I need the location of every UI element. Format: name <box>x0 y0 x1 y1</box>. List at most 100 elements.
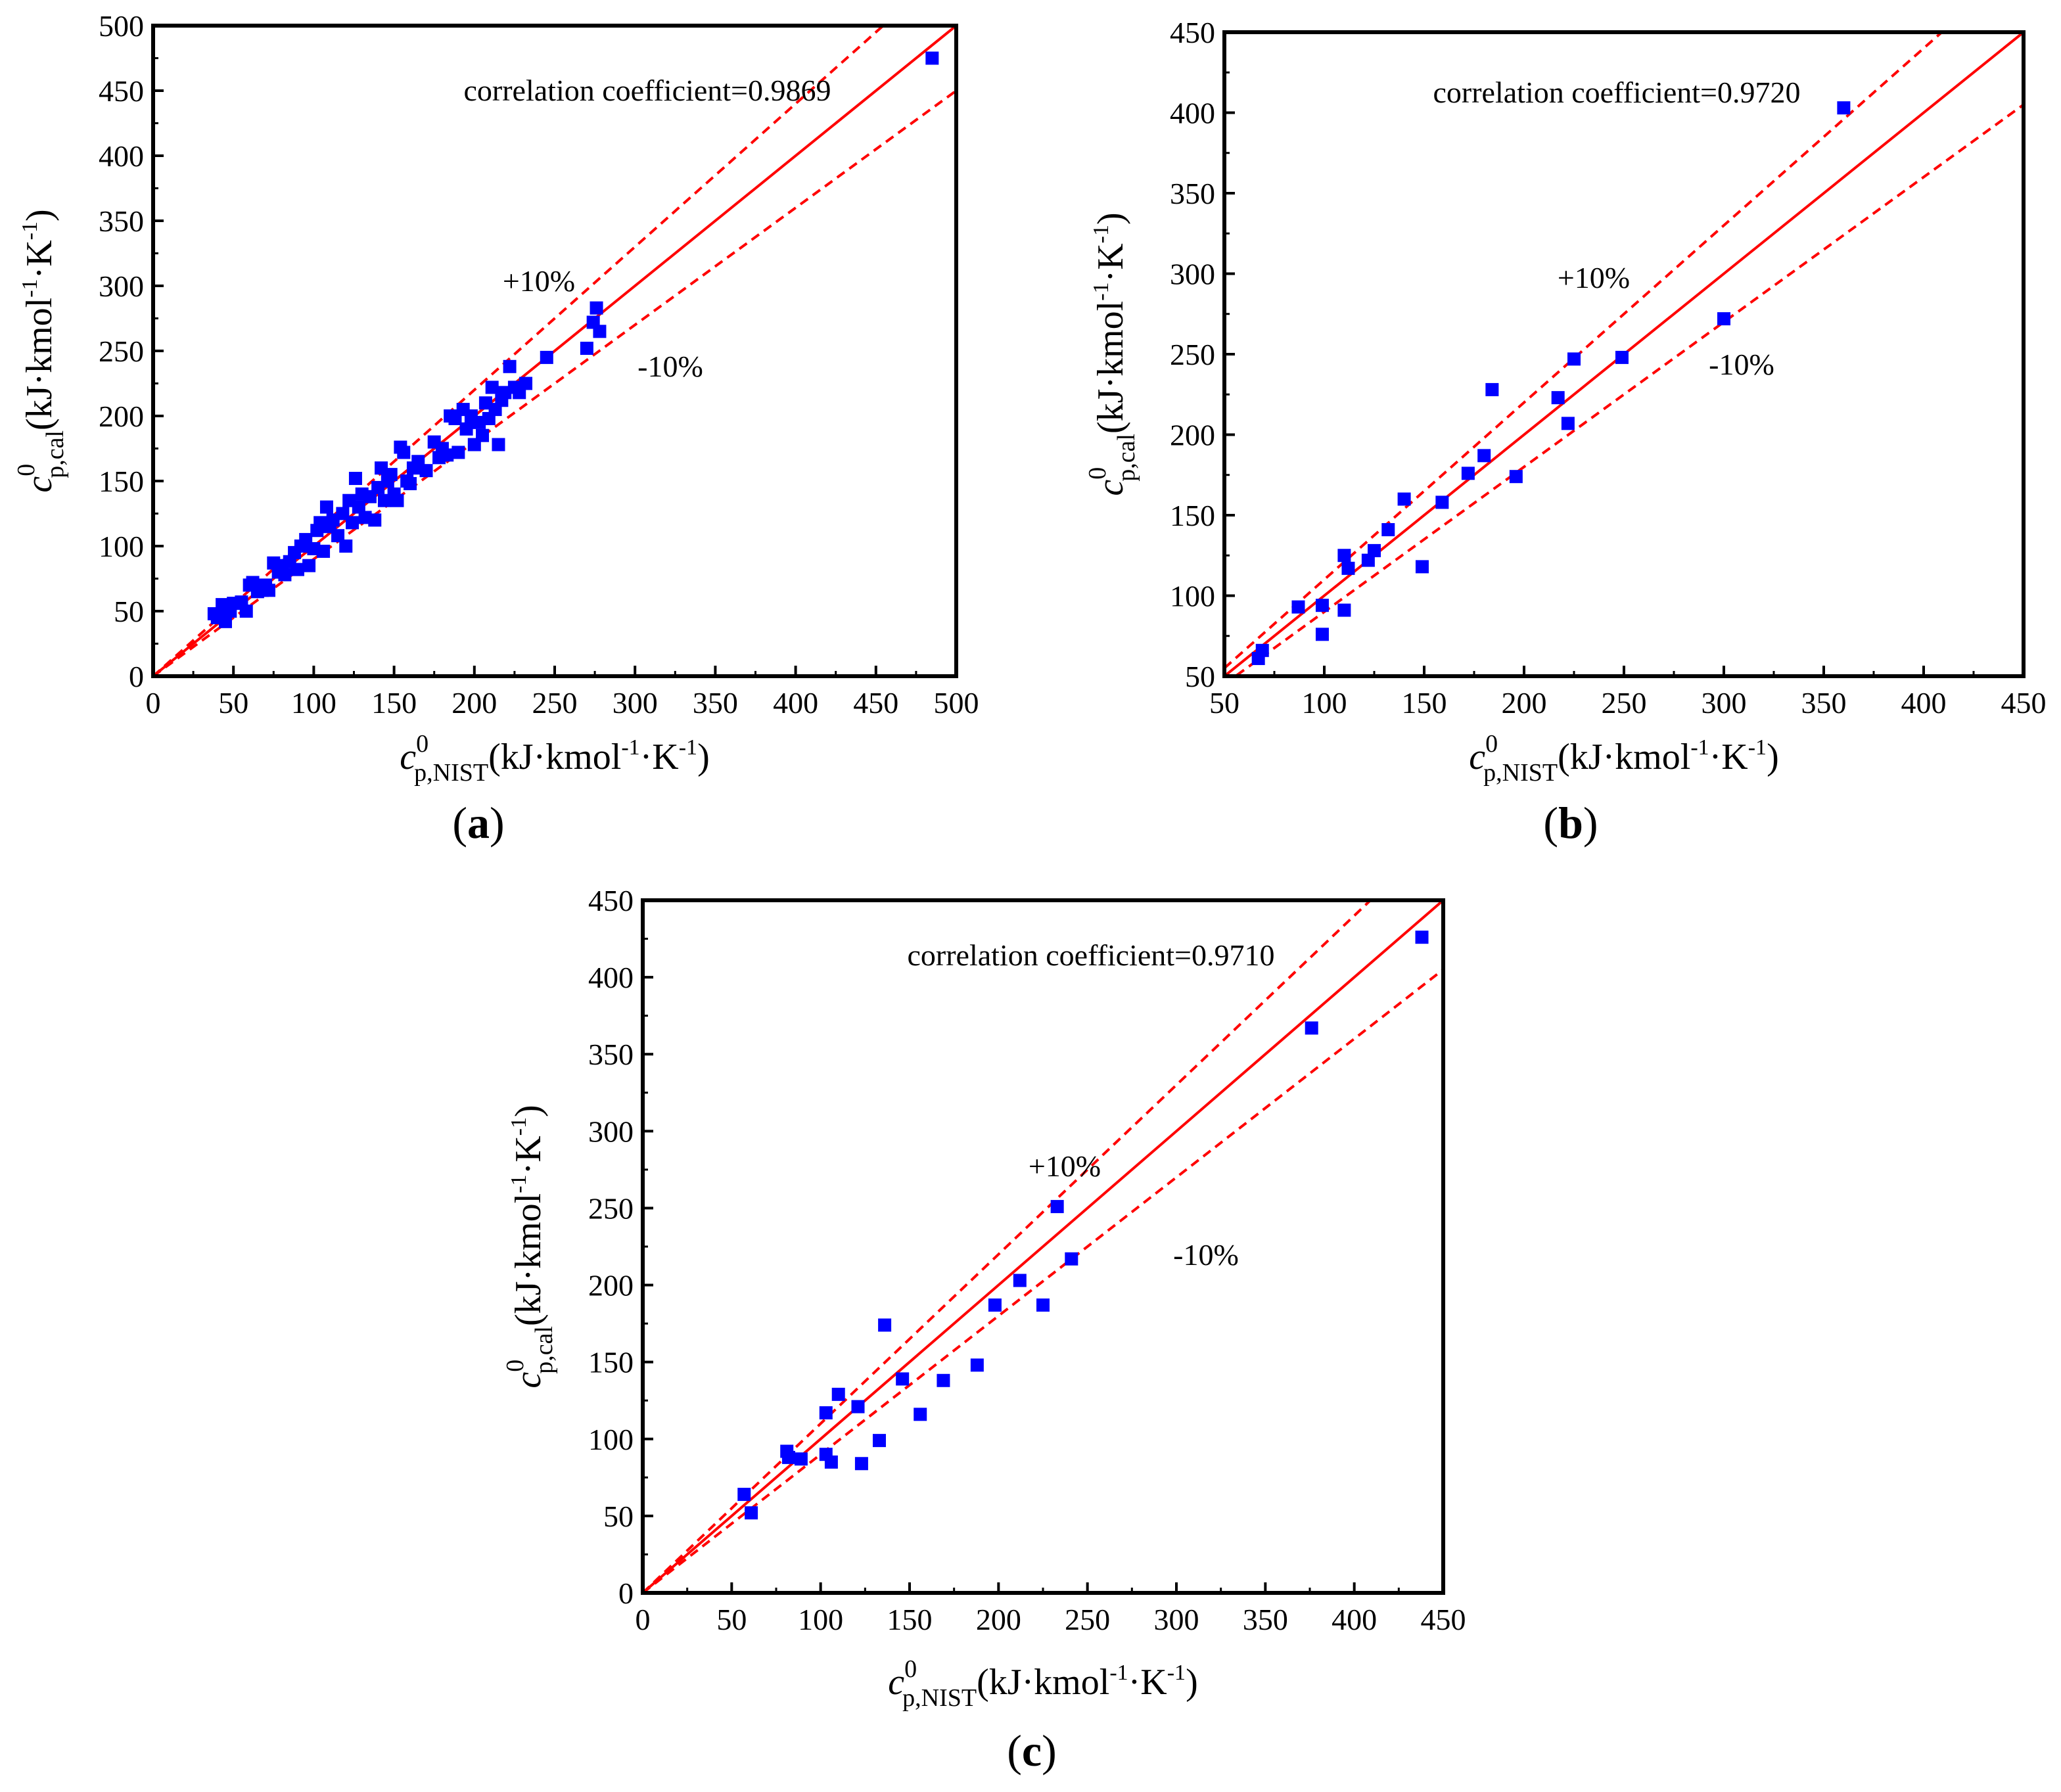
panel-label: (a) <box>452 798 504 848</box>
x-label-units-sup: -1 <box>679 735 697 760</box>
data-point <box>1291 600 1305 614</box>
data-point <box>331 529 345 543</box>
x-tick-label: 300 <box>1702 686 1747 720</box>
y-tick-label: 400 <box>99 139 144 173</box>
x-tick-label: 200 <box>976 1603 1021 1636</box>
chart-panel-a: 0 50 100 150 200 250 300 350 400 450 500 0 50 100 150 2… <box>12 9 979 848</box>
data-point <box>384 468 398 482</box>
x-label-units-mid: ·K <box>1128 1662 1167 1703</box>
minus-10-label: -10% <box>1709 348 1774 381</box>
data-point <box>1337 603 1351 617</box>
x-tick-label: 0 <box>636 1603 651 1636</box>
data-point <box>1561 417 1575 430</box>
y-label-symbol: c <box>1090 480 1131 496</box>
y-label-units-sup: -1 <box>1089 225 1113 243</box>
data-point <box>1315 599 1329 612</box>
correlation-annotation: correlation coefficient=0.9710 <box>908 938 1275 972</box>
data-point <box>440 448 454 462</box>
minus-10-percent-line <box>1233 103 2024 676</box>
data-point <box>390 494 404 507</box>
y-axis-label: c0p,cal(kJ·kmol-1·K-1) <box>1084 212 1140 495</box>
data-point <box>368 513 382 527</box>
y-label-units-mid: ·K <box>19 240 60 279</box>
data-point <box>1415 930 1429 944</box>
data-point <box>492 438 505 451</box>
data-point <box>590 301 603 315</box>
x-tick-label: 100 <box>798 1603 843 1636</box>
panel-label-close: ) <box>490 798 505 848</box>
data-point <box>745 1506 758 1520</box>
chart-panel-b: 50 100 150 200 250 300 350 400 450 50 100 150 200 250… <box>1084 16 2047 848</box>
axis-ticks: 0 50 100 150 200 250 300 350 400 450 500 0 50 100 150 2… <box>99 9 979 720</box>
data-point <box>1315 628 1329 641</box>
x-label-sub: p,NIST <box>902 1684 977 1712</box>
x-label-units-end: ) <box>697 737 710 777</box>
data-point <box>914 1408 927 1421</box>
data-point <box>218 614 232 628</box>
y-tick-label: 100 <box>1170 580 1215 613</box>
y-tick-label: 50 <box>1185 660 1215 693</box>
data-point <box>1368 543 1381 557</box>
data-point <box>352 500 365 514</box>
y-tick-label: 350 <box>1170 177 1215 210</box>
y-label-symbol: c <box>508 1372 549 1389</box>
y-label-units-end: ) <box>19 209 60 221</box>
data-point <box>794 1452 808 1466</box>
y-tick-label: 400 <box>1170 97 1215 130</box>
scatter-points <box>737 930 1429 1520</box>
x-label-sup: 0 <box>904 1655 917 1683</box>
x-tick-label: 350 <box>693 686 738 720</box>
y-tick-label: 0 <box>129 660 144 693</box>
x-label-units-mid: ·K <box>1709 737 1748 777</box>
x-tick-label: 250 <box>1065 1603 1110 1636</box>
data-point <box>317 544 331 558</box>
data-point <box>262 584 275 597</box>
reference-lines <box>643 900 1443 1593</box>
y-tick-label: 350 <box>99 204 144 238</box>
y-tick-label: 100 <box>99 530 144 563</box>
x-tick-label: 450 <box>2001 686 2047 720</box>
x-tick-label: 300 <box>613 686 658 720</box>
y-tick-label: 250 <box>588 1191 634 1225</box>
panel-label-letter: b <box>1558 798 1583 848</box>
y-tick-label: 450 <box>1170 16 1215 49</box>
parity-line <box>643 900 1443 1593</box>
y-tick-label: 200 <box>99 400 144 433</box>
data-point <box>781 1450 795 1464</box>
data-point <box>1477 449 1491 463</box>
x-label-units: (kJ·kmol <box>1558 737 1690 777</box>
x-tick-label: 100 <box>1302 686 1347 720</box>
x-label-units-sup: -1 <box>1109 1661 1128 1685</box>
y-tick-label: 300 <box>99 269 144 303</box>
data-point <box>1615 350 1629 364</box>
plus-10-label: +10% <box>1029 1149 1101 1183</box>
y-label-units-mid: ·K <box>508 1136 549 1174</box>
scatter-points <box>207 51 939 628</box>
data-point <box>1567 352 1581 366</box>
y-tick-label: 450 <box>588 884 634 917</box>
data-point <box>346 516 359 530</box>
panel-label-open: ( <box>1543 798 1558 848</box>
parity-line <box>153 26 956 676</box>
data-point <box>988 1298 1002 1312</box>
minus-10-percent-line <box>643 967 1443 1593</box>
data-point <box>824 1455 838 1469</box>
data-point <box>1337 549 1351 563</box>
x-tick-label: 150 <box>1402 686 1447 720</box>
panel-label: (b) <box>1543 798 1598 848</box>
x-tick-label: 400 <box>1901 686 1947 720</box>
x-label-units-sup: -1 <box>1167 1661 1186 1685</box>
y-tick-label: 150 <box>99 465 144 498</box>
x-label-symbol: c <box>400 737 416 777</box>
y-tick-label: 250 <box>99 334 144 368</box>
data-point <box>404 476 417 490</box>
data-point <box>1341 561 1355 575</box>
data-point <box>348 472 362 486</box>
data-point <box>831 1387 845 1401</box>
data-point <box>1305 1021 1318 1035</box>
y-label-sub: p,cal <box>530 1326 558 1374</box>
x-label-units-end: ) <box>1767 737 1779 777</box>
data-point <box>1255 643 1269 657</box>
plus-10-label: +10% <box>503 264 575 298</box>
data-point <box>878 1318 892 1332</box>
